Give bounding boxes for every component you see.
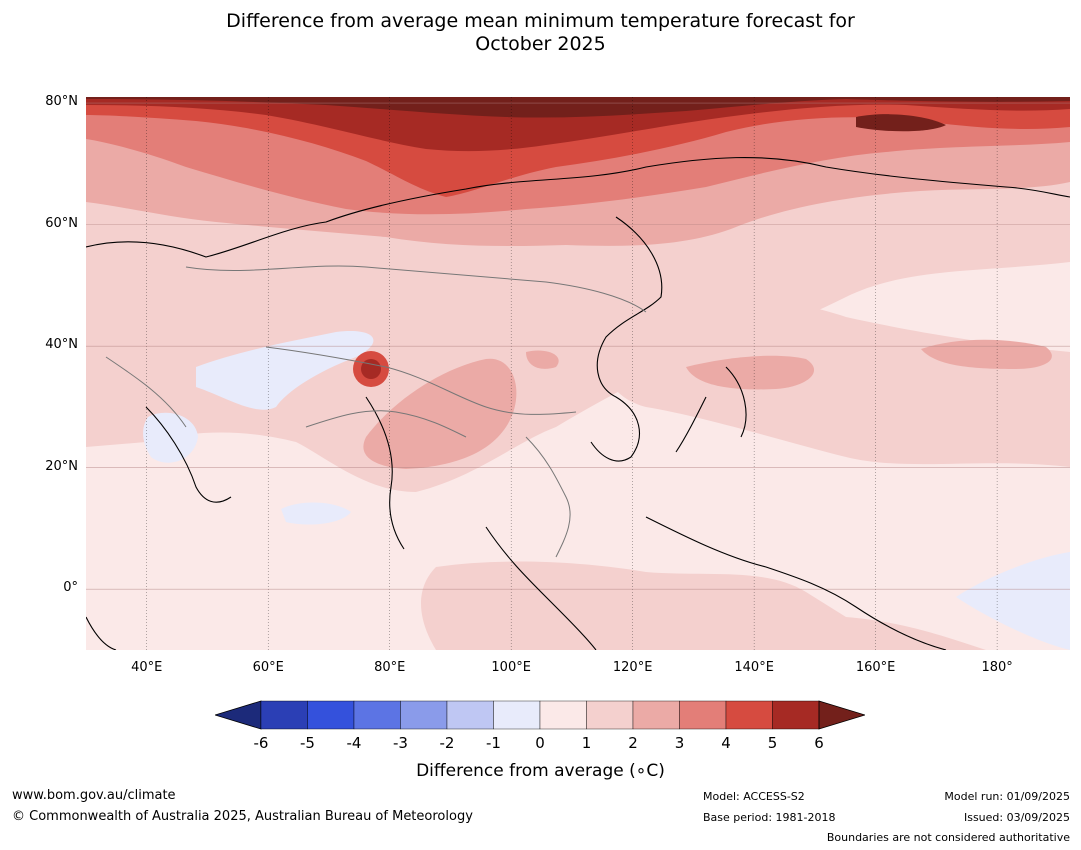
anomaly-band-2-3-indian [526,350,559,369]
colorbar-cell [772,700,820,730]
colorbar-tick-label: 4 [721,734,731,752]
country-boundaries [105,265,647,558]
colorbar-cell [725,700,773,730]
colorbar-tick-label: 6 [814,734,824,752]
colorbar-cell [493,700,541,730]
colorbar-cell [400,700,448,730]
longitude-label: 60°E [252,660,284,675]
anomaly-band-1-2-pacific [598,290,1070,467]
longitude-label: 40°E [131,660,163,675]
latitude-label: 20°N [45,458,78,474]
longitude-label: 120°E [612,660,653,675]
chart-title: Difference from average mean minimum tem… [0,10,1081,56]
anomaly-band-neg-1-0-iran [196,331,374,410]
latitude-label: 40°N [45,337,78,353]
colorbar-tick-label: -2 [439,734,455,752]
colorbar-cell [586,700,634,730]
colorbar-cell [539,700,587,730]
forecast-map [86,97,1070,650]
longitude-label: 160°E [855,660,896,675]
anomaly-band-above-6-east-core [856,114,946,132]
anomaly-band-1-2-west [86,257,287,352]
colorbar-cell [260,700,308,730]
anomaly-band-5-6 [86,97,1070,152]
colorbar-tick-label: 5 [767,734,778,752]
longitude-label: 140°E [734,660,774,675]
anomaly-band-2-3-pacific-mid [686,355,815,390]
colorbar-cell [632,700,680,730]
colorbar-cell [679,700,727,730]
boundaries-disclaimer: Boundaries are not considered authoritat… [826,831,1070,844]
colorbar-tick-label: 3 [674,734,685,752]
issued-text: Issued: 03/09/2025 [963,811,1070,824]
anomaly-band-2-3-tibet [363,358,517,469]
anomaly-band-1-2-tropics [421,561,986,650]
colorbar-svg [213,700,867,730]
anomaly-band-above-6 [86,97,1070,118]
colorbar-tick-label: 1 [581,734,592,752]
colorbar-cell [307,700,355,730]
anomaly-band-neg-1-0-pacific [956,552,1070,650]
anomaly-hotspot-inner [361,359,381,379]
colorbar-tick-label: -6 [253,734,269,752]
colorbar-tick-label: -1 [486,734,501,752]
map-svg [86,97,1070,650]
latitude-label: 0° [63,580,78,596]
colorbar-extend-high [818,700,867,730]
colorbar-cell [353,700,401,730]
graticule [146,97,998,650]
colorbar-cell [446,700,494,730]
website-link[interactable]: www.bom.gov.au/climate [12,788,176,803]
title-line-2: October 2025 [475,33,606,55]
model-run-text: Model run: 01/09/2025 [944,790,1070,803]
base-period-text: Base period: 1981-2018 [703,811,836,824]
longitude-label: 180° [981,660,1013,675]
latitude-label: 60°N [45,215,78,231]
colorbar-tick-label: -5 [300,734,315,752]
coastlines [86,157,1070,650]
colorbar-tick-label: -4 [346,734,362,752]
colorbar [213,700,867,732]
colorbar-title: Difference from average (∘C) [416,761,665,781]
colorbar-tick-label: 2 [628,734,638,752]
colorbar-tick-label: -3 [393,734,408,752]
model-text: Model: ACCESS-S2 [703,790,805,803]
anomaly-band-neg-1-0-ocean [281,502,351,525]
longitude-label: 80°E [374,660,406,675]
longitude-label: 100°E [491,660,531,675]
latitude-label: 80°N [45,94,78,110]
copyright-text: © Commonwealth of Australia 2025, Austra… [12,809,473,824]
colorbar-tick-label: 0 [535,734,545,752]
title-line-1: Difference from average mean minimum tem… [226,10,855,32]
colorbar-extend-low [213,700,262,730]
latitude-lines [86,102,1070,590]
anomaly-band-2-3-pacific-east [921,339,1052,369]
